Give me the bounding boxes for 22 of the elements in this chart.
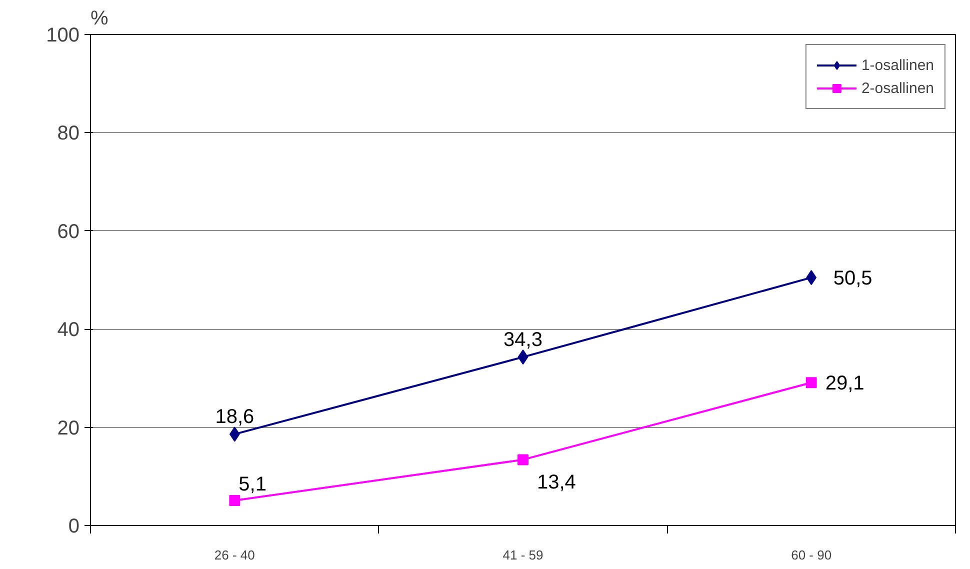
- y-tick-label: 20: [57, 417, 80, 440]
- data-label: 13,4: [537, 472, 576, 494]
- x-tick-label: 60 - 90: [791, 548, 832, 562]
- y-tick-label: 0: [68, 516, 80, 538]
- point: [806, 377, 817, 388]
- point: [518, 350, 528, 365]
- point: [518, 454, 528, 466]
- y-tick-label: 40: [57, 319, 80, 342]
- x-tick-label: 41 - 59: [502, 548, 544, 562]
- point: [229, 494, 240, 506]
- y-axis-title: %: [90, 8, 108, 30]
- data-label: 50,5: [833, 268, 872, 290]
- legend-label: 1-osallinen: [861, 56, 934, 74]
- y-tick-label: 60: [57, 220, 80, 243]
- data-label: 29,1: [825, 372, 864, 395]
- y-tick-label: 80: [57, 122, 80, 145]
- data-label: 18,6: [215, 406, 254, 428]
- x-tick-label: 26 - 40: [214, 548, 255, 562]
- data-label: 5,1: [238, 473, 266, 496]
- y-tick-label: 100: [46, 24, 80, 46]
- data-label: 34,3: [504, 329, 542, 352]
- legend-label: 2-osallinen: [861, 80, 934, 96]
